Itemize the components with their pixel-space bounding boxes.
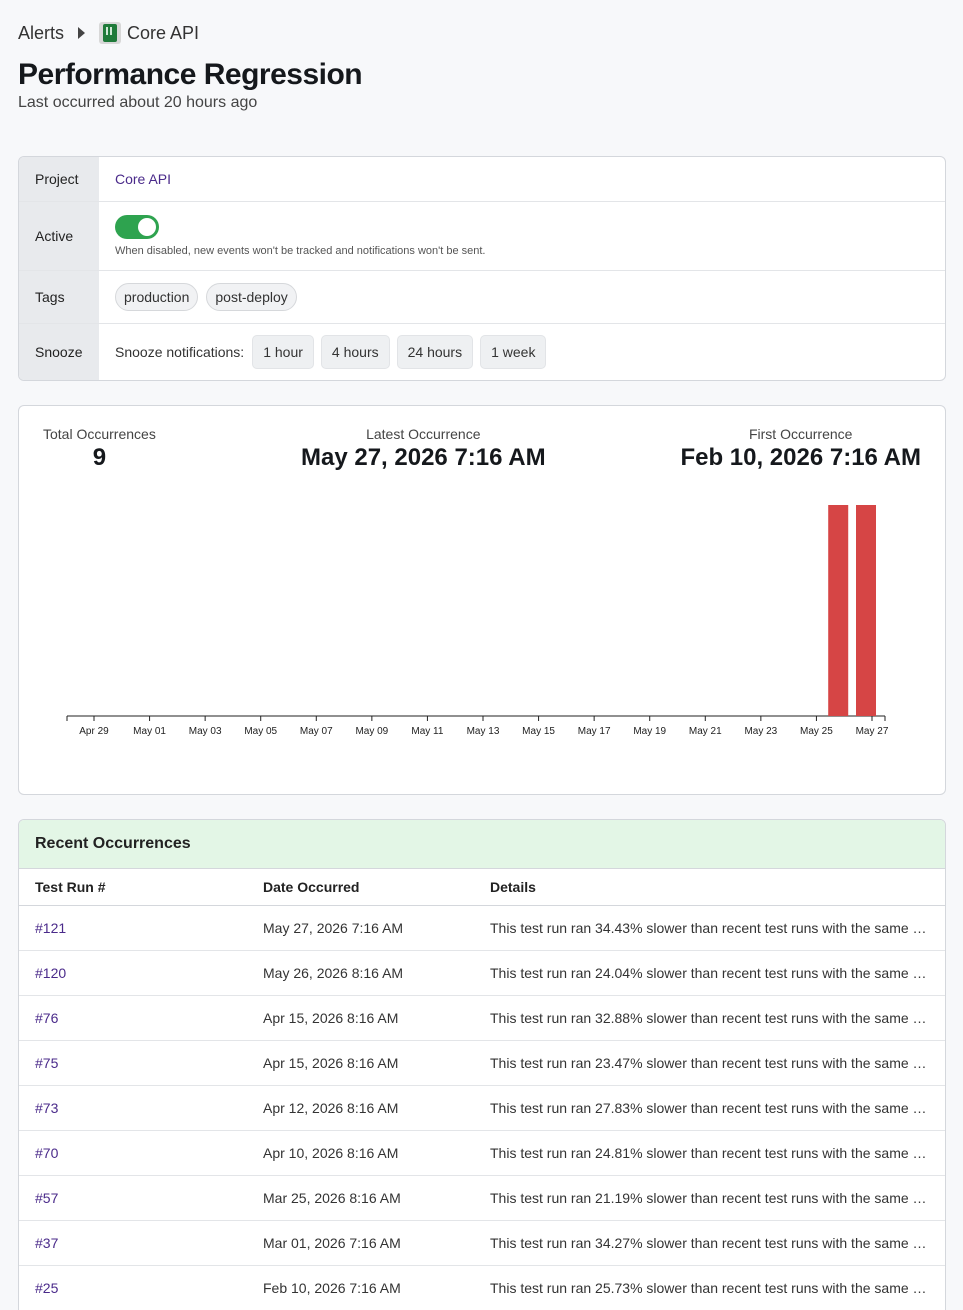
x-tick-label: May 23 [744, 726, 777, 737]
column-header-details: Details [490, 879, 536, 895]
alert-details-card: Project Core API Active When disabled, n… [18, 156, 946, 381]
test-run-link[interactable]: #121 [35, 920, 67, 936]
table-row[interactable]: #37 Mar 01, 2026 7:16 AM This test run ran… [19, 1221, 945, 1266]
details-cell: This test run ran 34.43% slower than rec… [490, 920, 945, 936]
breadcrumb-project-link[interactable]: Core API [127, 22, 200, 43]
details-cell: This test run ran 25.73% slower than rec… [490, 1280, 945, 1296]
date-occurred-cell: Mar 01, 2026 7:16 AM [263, 1235, 401, 1251]
project-building-icon [99, 22, 122, 44]
table-row[interactable]: #121 May 27, 2026 7:16 AM This test run ra… [19, 906, 945, 951]
active-hint: When disabled, new events won't be track… [115, 245, 486, 257]
details-cell: This test run ran 27.83% slower than rec… [490, 1100, 945, 1116]
snooze-row: Snooze Snooze notifications: 1 hour 4 ho… [19, 324, 945, 380]
details-cell: This test run ran 21.19% slower than rec… [490, 1190, 945, 1206]
test-run-link[interactable]: #76 [35, 1010, 59, 1026]
chevron-right-icon [78, 27, 86, 39]
test-run-link[interactable]: #75 [35, 1055, 59, 1071]
date-occurred-cell: Mar 25, 2026 8:16 AM [263, 1190, 401, 1206]
x-tick-label: May 21 [689, 726, 722, 737]
active-row: Active When disabled, new events won't b… [19, 202, 945, 271]
x-tick-label: May 01 [133, 726, 166, 737]
date-occurred-cell: Apr 12, 2026 8:16 AM [263, 1100, 399, 1116]
total-occurrences-stat: Total Occurrences 9 [43, 426, 156, 472]
test-run-link[interactable]: #73 [35, 1100, 59, 1116]
details-cell: This test run ran 23.47% slower than rec… [490, 1055, 945, 1071]
occurrences-bar-chart: Apr 29 May 01 May 03 May 05 May 07 May 09 May … [66, 505, 889, 737]
active-toggle[interactable] [115, 215, 159, 239]
recent-occurrences-card: Recent Occurrences Test Run # Date Occur… [18, 819, 946, 1310]
first-occurrence-value: Feb 10, 2026 7:16 AM [680, 444, 921, 471]
test-run-link[interactable]: #37 [35, 1235, 59, 1251]
table-row[interactable]: #70 Apr 10, 2026 8:16 AM This test run ran… [19, 1131, 945, 1176]
latest-occurrence-value: May 27, 2026 7:16 AM [301, 444, 546, 471]
active-label: Active [19, 202, 99, 270]
column-header-test-run: Test Run # [35, 879, 106, 895]
tag-chip[interactable]: post-deploy [206, 283, 297, 311]
table-row[interactable]: #57 Mar 25, 2026 8:16 AM This test run ran… [19, 1176, 945, 1221]
date-occurred-cell: Apr 15, 2026 8:16 AM [263, 1055, 399, 1071]
total-occurrences-label: Total Occurrences [43, 426, 156, 442]
breadcrumb: Alerts Core API [18, 22, 199, 44]
x-tick-label: May 17 [578, 726, 611, 737]
latest-occurrence-label: Latest Occurrence [366, 426, 481, 442]
snooze-prompt: Snooze notifications: [115, 344, 245, 360]
x-tick-label: May 05 [244, 726, 277, 737]
date-occurred-cell: May 27, 2026 7:16 AM [263, 920, 404, 936]
snooze-24-hours-button[interactable]: 24 hours [396, 335, 474, 369]
tag-chip[interactable]: production [115, 283, 199, 311]
table-header: Test Run # Date Occurred Details [19, 869, 945, 906]
date-occurred-cell: Feb 10, 2026 7:16 AM [263, 1280, 401, 1296]
occurrences-chart-card: Total Occurrences 9 Latest Occurrence Ma… [18, 405, 946, 795]
test-run-link[interactable]: #70 [35, 1145, 59, 1161]
snooze-1-hour-button[interactable]: 1 hour [252, 335, 314, 369]
project-row: Project Core API [19, 157, 945, 202]
table-row[interactable]: #25 Feb 10, 2026 7:16 AM This test run ran… [19, 1266, 945, 1310]
date-occurred-cell: May 26, 2026 8:16 AM [263, 965, 404, 981]
first-occurrence-label: First Occurrence [748, 426, 853, 442]
total-occurrences-value: 9 [92, 444, 107, 471]
x-tick-label: May 11 [411, 726, 443, 737]
table-row[interactable]: #75 Apr 15, 2026 8:16 AM This test run ran… [19, 1041, 945, 1086]
occurrence-bar[interactable] [828, 505, 849, 716]
table-row[interactable]: #120 May 26, 2026 8:16 AM This test run ra… [19, 951, 945, 996]
x-tick-label: May 03 [189, 726, 222, 737]
breadcrumb-alerts-link[interactable]: Alerts [18, 22, 65, 43]
x-tick-label: May 19 [633, 726, 666, 737]
project-label: Project [19, 157, 99, 201]
x-tick-label: May 15 [522, 726, 555, 737]
details-cell: This test run ran 24.04% slower than rec… [490, 965, 945, 981]
x-tick-label: May 09 [355, 726, 388, 737]
recent-occurrences-title: Recent Occurrences [19, 820, 945, 869]
last-occurred-text: Last occurred about 20 hours ago [18, 94, 258, 111]
details-cell: This test run ran 34.27% slower than rec… [490, 1235, 945, 1251]
column-header-date: Date Occurred [263, 879, 360, 895]
x-tick-label: May 25 [800, 726, 833, 737]
test-run-link[interactable]: #25 [35, 1280, 59, 1296]
x-tick-label: May 13 [467, 726, 500, 737]
details-cell: This test run ran 32.88% slower than rec… [490, 1010, 945, 1026]
page-title: Performance Regression [18, 58, 363, 91]
tags-label: Tags [19, 271, 99, 323]
table-row[interactable]: #76 Apr 15, 2026 8:16 AM This test run ran… [19, 996, 945, 1041]
project-link[interactable]: Core API [115, 171, 172, 187]
first-occurrence-stat: First Occurrence Feb 10, 2026 7:16 AM [680, 426, 921, 472]
tags-row: Tags production post-deploy [19, 271, 945, 324]
table-row[interactable]: #73 Apr 12, 2026 8:16 AM This test run ran… [19, 1086, 945, 1131]
occurrence-bar[interactable] [856, 505, 876, 716]
x-tick-label: May 07 [300, 726, 333, 737]
snooze-4-hours-button[interactable]: 4 hours [320, 335, 390, 369]
snooze-label: Snooze [19, 324, 99, 380]
latest-occurrence-stat: Latest Occurrence May 27, 2026 7:16 AM [301, 426, 546, 472]
date-occurred-cell: Apr 15, 2026 8:16 AM [263, 1010, 399, 1026]
snooze-1-week-button[interactable]: 1 week [480, 335, 547, 369]
date-occurred-cell: Apr 10, 2026 8:16 AM [263, 1145, 399, 1161]
x-tick-label: Apr 29 [79, 726, 109, 737]
test-run-link[interactable]: #57 [35, 1190, 59, 1206]
test-run-link[interactable]: #120 [35, 965, 67, 981]
details-cell: This test run ran 24.81% slower than rec… [490, 1145, 945, 1161]
x-tick-label: May 27 [856, 726, 889, 737]
